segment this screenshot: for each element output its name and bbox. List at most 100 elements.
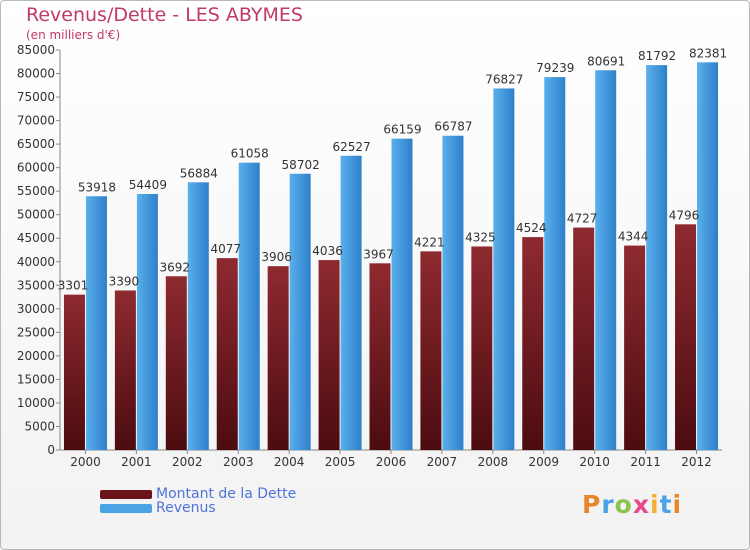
y-tick-label: 60000 xyxy=(17,161,55,175)
logo-letter: i xyxy=(672,490,683,519)
chart-title: Revenus/Dette - LES ABYMES xyxy=(26,4,303,26)
y-tick-label: 15000 xyxy=(17,372,55,386)
x-tick-label: 2006 xyxy=(376,455,407,469)
y-tick-label: 75000 xyxy=(17,90,55,104)
proxiti-logo: Proxiti xyxy=(582,490,682,519)
y-tick-label: 85000 xyxy=(17,43,55,57)
y-tick-label: 45000 xyxy=(17,231,55,245)
bar-dette xyxy=(369,263,391,450)
data-label-revenus: 56884 xyxy=(180,166,218,180)
data-label-revenus: 58702 xyxy=(282,158,320,172)
data-label-revenus: 79239 xyxy=(536,61,574,75)
x-tick-label: 2011 xyxy=(630,455,661,469)
x-tick-label: 2002 xyxy=(172,455,203,469)
data-label-revenus: 66787 xyxy=(434,120,472,134)
bar-dette xyxy=(63,294,85,450)
legend-item-dette: Montant de la Dette xyxy=(100,486,297,502)
bar-dette xyxy=(675,224,697,450)
bar-dette xyxy=(573,227,595,450)
legend-swatch-revenus xyxy=(100,503,152,513)
y-tick-label: 55000 xyxy=(17,184,55,198)
x-tick-label: 2009 xyxy=(528,455,559,469)
y-tick-label: 25000 xyxy=(17,325,55,339)
bar-revenus xyxy=(187,182,209,450)
data-label-revenus: 66159 xyxy=(383,123,421,137)
x-tick-label: 2010 xyxy=(579,455,610,469)
y-tick-label: 0 xyxy=(47,443,55,457)
data-label-revenus: 81792 xyxy=(638,49,676,63)
bar-revenus xyxy=(85,196,107,450)
data-label-dette: 4077 xyxy=(210,242,241,256)
bar-revenus xyxy=(340,155,362,450)
data-label-dette: 4344 xyxy=(618,230,649,244)
bar-dette xyxy=(318,260,340,450)
bar-revenus xyxy=(544,77,566,450)
y-tick-label: 30000 xyxy=(17,302,55,316)
bar-dette xyxy=(522,237,544,450)
bar-dette xyxy=(165,276,187,450)
legend-swatch-dette xyxy=(100,489,152,499)
y-tick-label: 70000 xyxy=(17,114,55,128)
data-label-revenus: 76827 xyxy=(485,72,523,86)
logo-letter: t xyxy=(659,490,673,519)
y-tick-label: 10000 xyxy=(17,396,55,410)
logo-letter: i xyxy=(650,490,660,519)
x-tick-label: 2000 xyxy=(70,455,101,469)
data-label-revenus: 80691 xyxy=(587,54,625,68)
bar-revenus xyxy=(493,88,515,450)
data-label-dette: 4221 xyxy=(414,235,445,249)
x-tick-label: 2004 xyxy=(274,455,305,469)
data-label-revenus: 82381 xyxy=(689,46,727,60)
data-label-dette: 4325 xyxy=(465,230,496,244)
logo-letter: o xyxy=(614,490,633,519)
legend-item-revenus: Revenus xyxy=(100,500,296,516)
bar-dette xyxy=(624,245,646,450)
data-label-revenus: 54409 xyxy=(129,178,167,192)
logo-letter: x xyxy=(632,490,650,519)
bar-dette xyxy=(216,258,238,450)
legend-label-dette: Montant de la Dette xyxy=(156,486,297,502)
bar-revenus xyxy=(289,173,311,450)
data-label-dette: 4796 xyxy=(669,208,700,222)
x-tick-label: 2012 xyxy=(681,455,712,469)
logo-letter: r xyxy=(601,490,615,519)
bar-revenus xyxy=(646,65,668,451)
y-tick-label: 20000 xyxy=(17,349,55,363)
data-label-dette: 3906 xyxy=(261,250,292,264)
data-label-dette: 3301 xyxy=(58,279,89,293)
bar-revenus xyxy=(697,62,719,450)
data-label-revenus: 61058 xyxy=(231,147,269,161)
y-tick-label: 40000 xyxy=(17,255,55,269)
bar-revenus xyxy=(391,138,413,451)
data-label-dette: 4036 xyxy=(312,244,343,258)
bar-revenus xyxy=(442,135,464,450)
data-label-revenus: 53918 xyxy=(78,180,116,194)
bar-dette xyxy=(420,251,442,450)
data-label-dette: 3390 xyxy=(109,274,140,288)
data-label-dette: 4727 xyxy=(567,212,598,226)
x-tick-label: 2007 xyxy=(427,455,458,469)
y-tick-label: 50000 xyxy=(17,208,55,222)
y-tick-label: 65000 xyxy=(17,137,55,151)
bar-revenus xyxy=(136,193,158,450)
bar-dette xyxy=(114,290,136,450)
data-label-dette: 3967 xyxy=(363,247,394,261)
y-tick-label: 35000 xyxy=(17,278,55,292)
legend-label-revenus: Revenus xyxy=(156,500,216,516)
bar-revenus xyxy=(238,162,260,451)
y-tick-label: 5000 xyxy=(24,419,55,433)
x-tick-label: 2001 xyxy=(121,455,152,469)
data-label-revenus: 62527 xyxy=(332,140,370,154)
x-tick-label: 2003 xyxy=(223,455,254,469)
chart-subtitle: (en milliers d'€) xyxy=(26,28,121,42)
y-tick-label: 80000 xyxy=(17,67,55,81)
data-label-dette: 3692 xyxy=(160,260,191,274)
logo-letter: P xyxy=(582,490,602,519)
legend: Montant de la Dette Revenus xyxy=(100,486,297,516)
bar-dette xyxy=(267,266,289,450)
x-tick-label: 2005 xyxy=(325,455,356,469)
bar-revenus xyxy=(595,70,617,450)
data-label-dette: 4524 xyxy=(516,221,547,235)
bar-dette xyxy=(471,246,493,450)
